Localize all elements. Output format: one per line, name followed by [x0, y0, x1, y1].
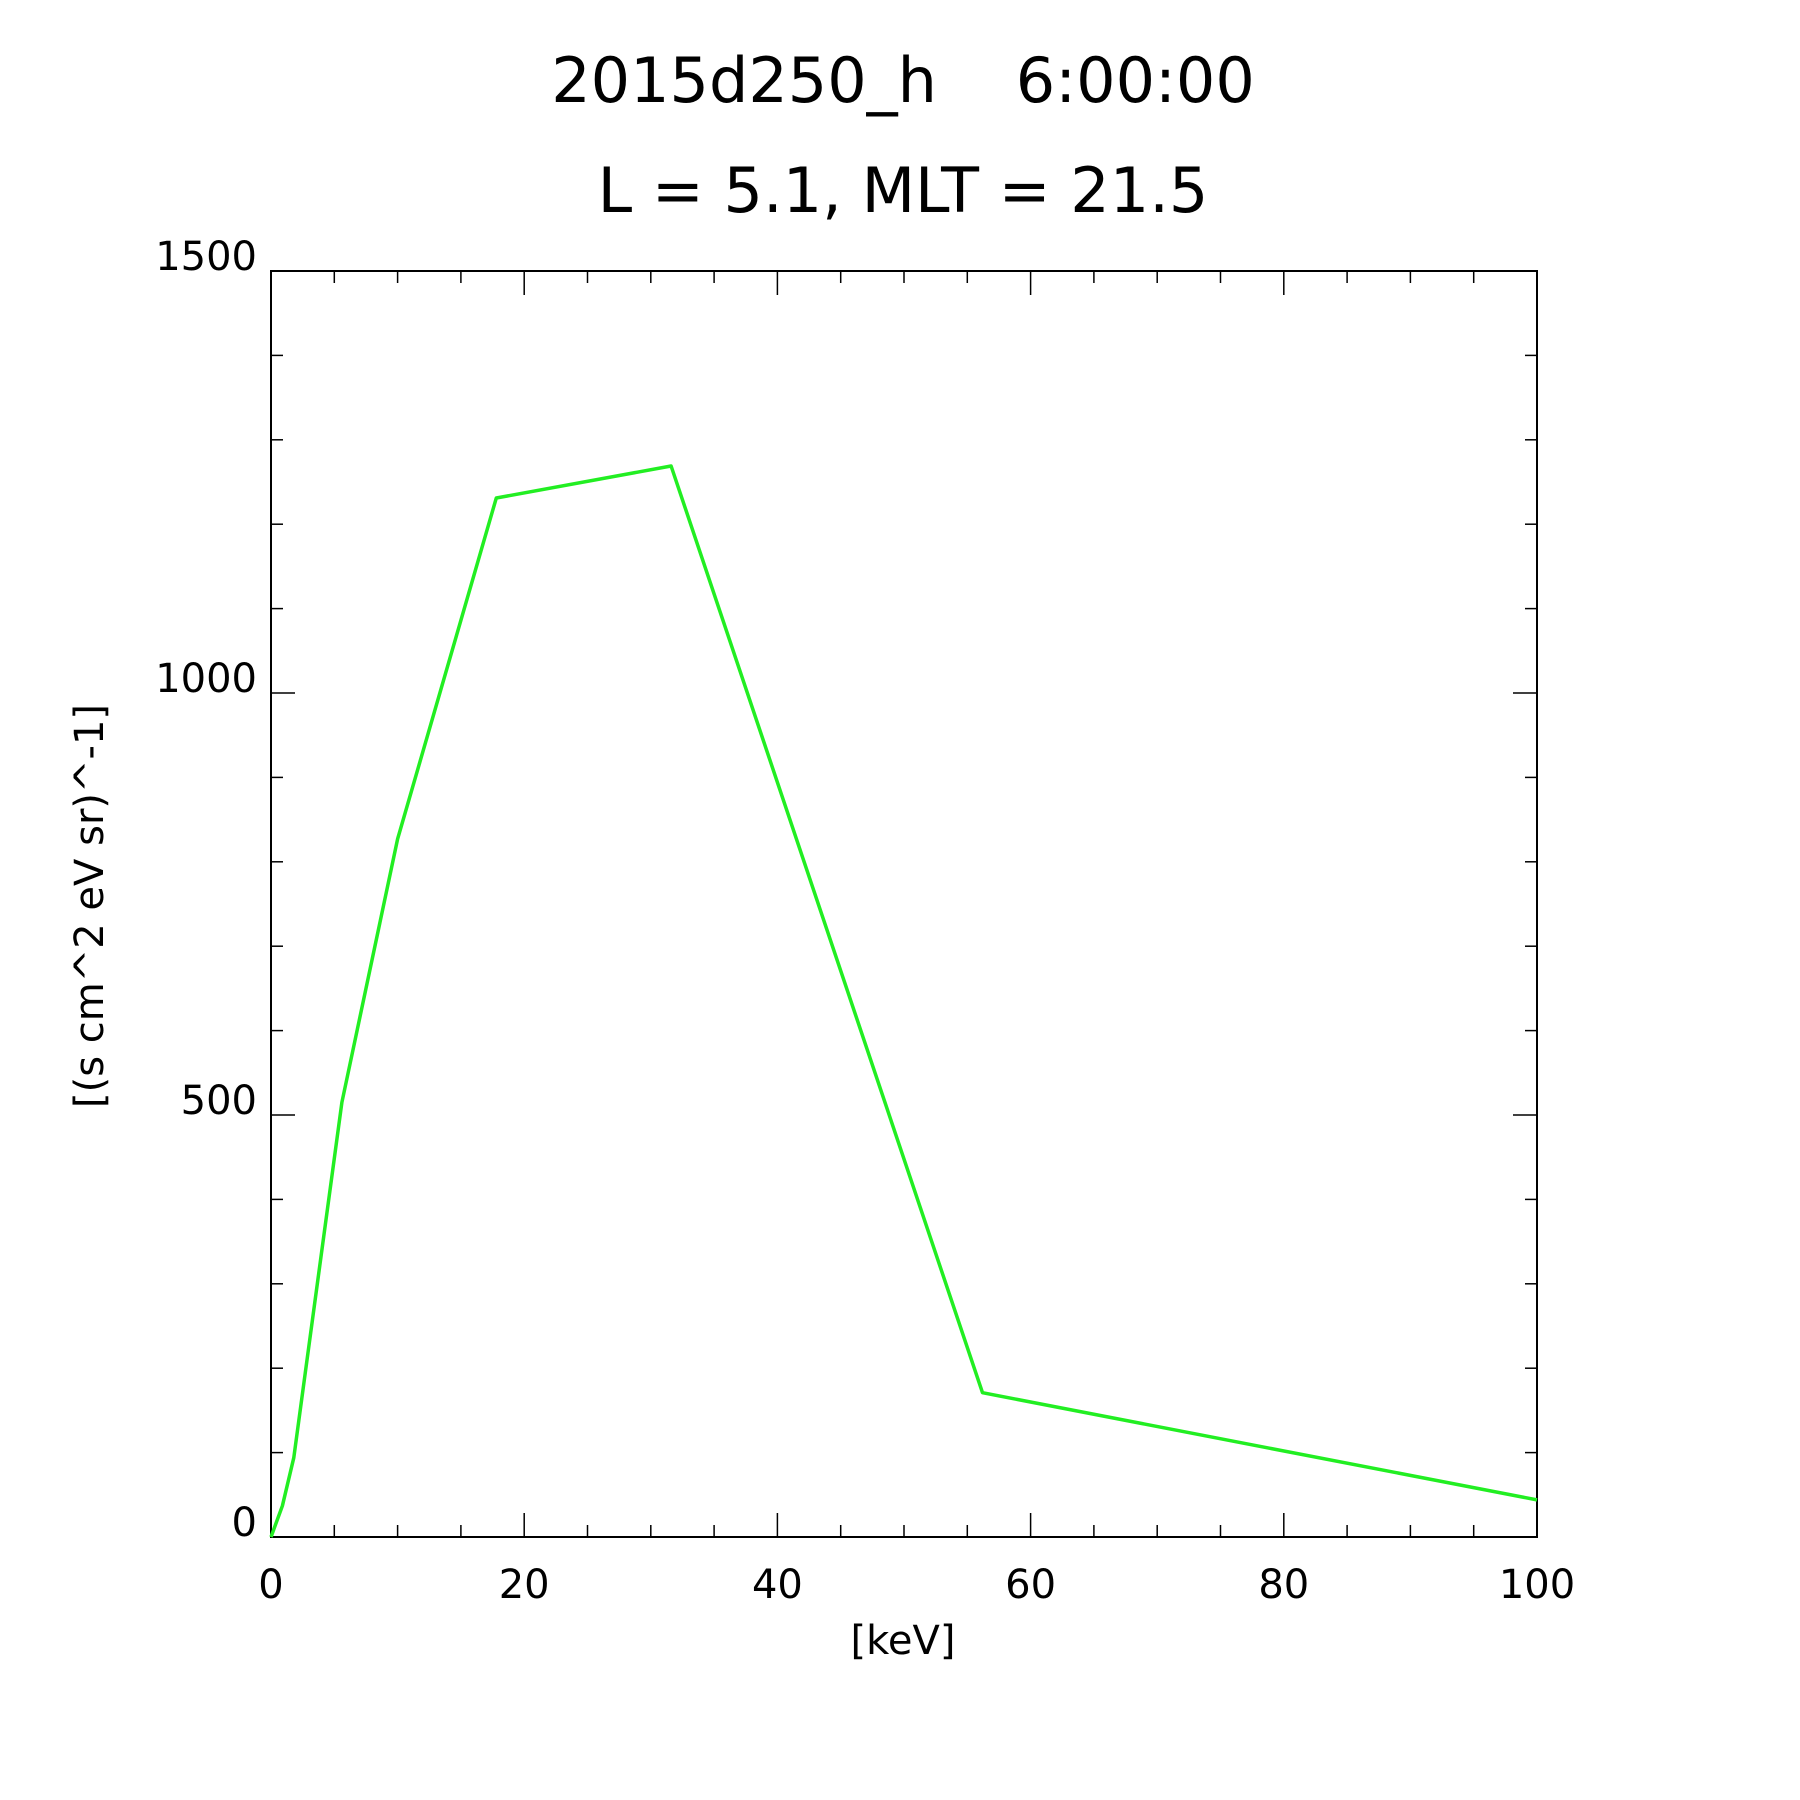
x-tick-label: 20	[499, 1562, 550, 1608]
y-tick-label: 500	[181, 1078, 257, 1124]
y-tick-label: 1000	[155, 656, 257, 702]
x-tick-label: 80	[1258, 1562, 1309, 1608]
y-axis-label: [(s cm^2 eV sr)^-1]	[67, 704, 113, 1108]
x-tick-label: 100	[1499, 1562, 1575, 1608]
y-tick-label: 1500	[155, 234, 257, 280]
y-tick-label: 0	[232, 1500, 257, 1546]
data-line	[269, 464, 1538, 1538]
x-tick-label: 0	[258, 1562, 283, 1608]
x-tick-label: 40	[752, 1562, 803, 1608]
chart-title: 2015d250_h 6:00:00	[551, 44, 1255, 117]
plot-frame	[270, 270, 1538, 1538]
chart-subtitle: L = 5.1, MLT = 21.5	[598, 154, 1209, 227]
x-tick-label: 60	[1005, 1562, 1056, 1608]
x-axis-label: [keV]	[851, 1618, 956, 1664]
